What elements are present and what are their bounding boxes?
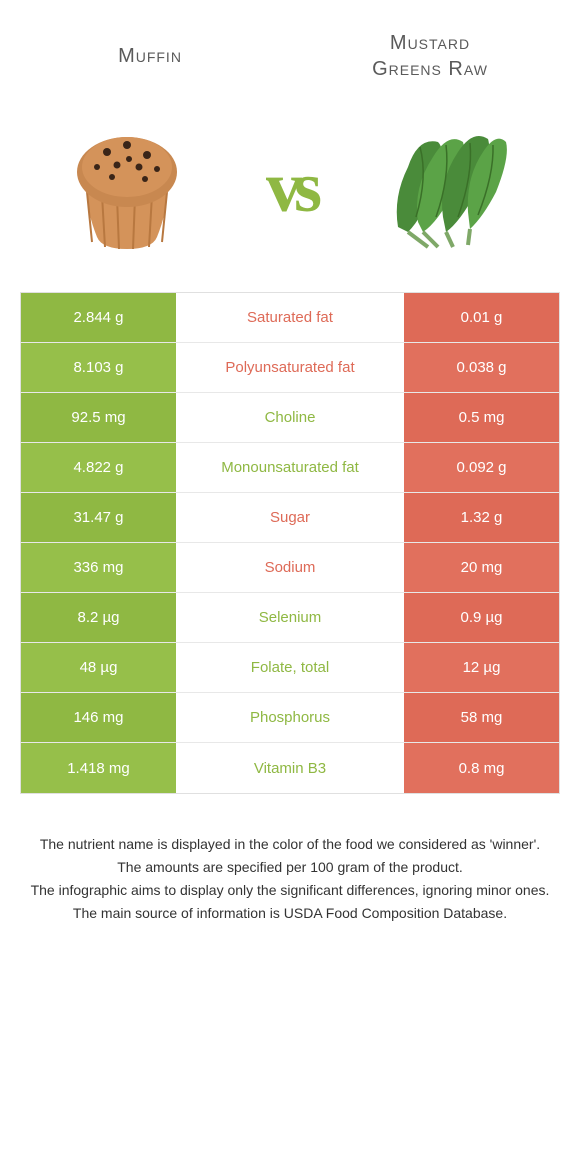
footer-line: The amounts are specified per 100 gram o… [30, 857, 550, 878]
vs-label: vs [266, 146, 314, 229]
right-value: 0.01 g [404, 293, 559, 342]
right-food-title: MustardGreens Raw [290, 30, 570, 82]
table-row: 31.47 gSugar1.32 g [21, 493, 559, 543]
right-value: 0.8 mg [404, 743, 559, 793]
right-value: 0.038 g [404, 343, 559, 392]
nutrient-label: Sugar [176, 493, 404, 542]
table-row: 336 mgSodium20 mg [21, 543, 559, 593]
left-value: 146 mg [21, 693, 176, 742]
nutrient-label: Choline [176, 393, 404, 442]
table-row: 8.103 gPolyunsaturated fat0.038 g [21, 343, 559, 393]
header: Muffin MustardGreens Raw [0, 0, 580, 102]
left-value: 8.103 g [21, 343, 176, 392]
nutrient-label: Folate, total [176, 643, 404, 692]
table-row: 1.418 mgVitamin B30.8 mg [21, 743, 559, 793]
greens-image [378, 112, 528, 262]
left-value: 336 mg [21, 543, 176, 592]
nutrient-label: Saturated fat [176, 293, 404, 342]
left-value: 4.822 g [21, 443, 176, 492]
left-value: 31.47 g [21, 493, 176, 542]
nutrient-label: Selenium [176, 593, 404, 642]
right-value: 1.32 g [404, 493, 559, 542]
right-value: 58 mg [404, 693, 559, 742]
nutrient-label: Monounsaturated fat [176, 443, 404, 492]
left-value: 92.5 mg [21, 393, 176, 442]
footer-line: The infographic aims to display only the… [30, 880, 550, 901]
table-row: 48 µgFolate, total12 µg [21, 643, 559, 693]
footer-line: The main source of information is USDA F… [30, 903, 550, 924]
table-row: 4.822 gMonounsaturated fat0.092 g [21, 443, 559, 493]
table-row: 2.844 gSaturated fat0.01 g [21, 293, 559, 343]
comparison-table: 2.844 gSaturated fat0.01 g8.103 gPolyuns… [20, 292, 560, 794]
right-value: 0.092 g [404, 443, 559, 492]
left-food-title: Muffin [10, 45, 290, 68]
nutrient-label: Polyunsaturated fat [176, 343, 404, 392]
table-row: 8.2 µgSelenium0.9 µg [21, 593, 559, 643]
images-row: vs [0, 102, 580, 292]
left-value: 2.844 g [21, 293, 176, 342]
muffin-image [52, 112, 202, 262]
nutrient-label: Sodium [176, 543, 404, 592]
footer-notes: The nutrient name is displayed in the co… [0, 794, 580, 946]
nutrient-label: Phosphorus [176, 693, 404, 742]
table-row: 92.5 mgCholine0.5 mg [21, 393, 559, 443]
left-value: 48 µg [21, 643, 176, 692]
right-value: 12 µg [404, 643, 559, 692]
right-value: 0.9 µg [404, 593, 559, 642]
footer-line: The nutrient name is displayed in the co… [30, 834, 550, 855]
left-value: 8.2 µg [21, 593, 176, 642]
left-value: 1.418 mg [21, 743, 176, 793]
right-value: 20 mg [404, 543, 559, 592]
nutrient-label: Vitamin B3 [176, 743, 404, 793]
right-value: 0.5 mg [404, 393, 559, 442]
table-row: 146 mgPhosphorus58 mg [21, 693, 559, 743]
